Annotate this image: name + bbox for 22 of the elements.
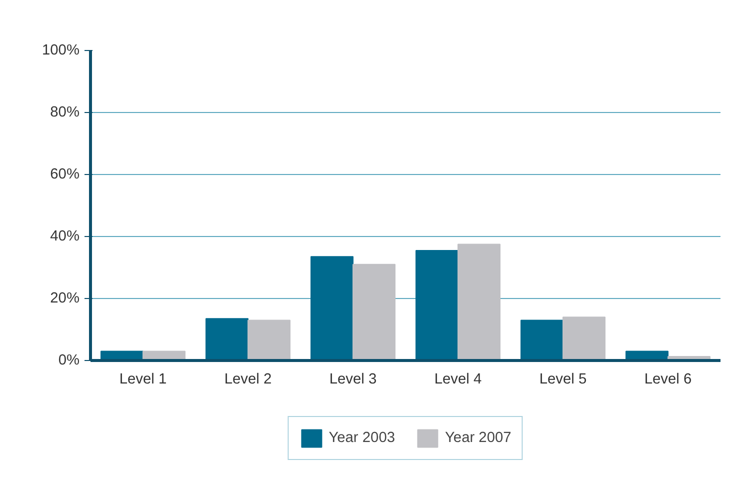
y-tick-label: 40%	[50, 228, 80, 244]
x-tick-label: Level 4	[434, 372, 482, 388]
bar	[248, 320, 290, 360]
x-tick-label: Level 5	[539, 372, 587, 388]
bar	[352, 264, 396, 360]
bar	[416, 250, 458, 360]
y-tick-label: 100%	[42, 42, 80, 58]
bar	[206, 318, 248, 360]
y-tick-label: 20%	[50, 290, 80, 306]
y-tick-label: 80%	[50, 104, 80, 120]
x-tick-label: Level 1	[119, 372, 167, 388]
y-tick-label: 60%	[50, 166, 80, 182]
bar	[562, 316, 606, 360]
bar	[310, 256, 354, 360]
legend-label: Year 2003	[328, 430, 395, 446]
legend-label: Year 2007	[445, 430, 512, 446]
x-tick-label: Level 2	[224, 372, 272, 388]
bar	[458, 244, 500, 360]
y-tick-label: 0%	[58, 352, 80, 368]
x-tick-label: Level 3	[329, 372, 377, 388]
bar	[520, 320, 564, 360]
x-tick-label: Level 6	[644, 372, 692, 388]
